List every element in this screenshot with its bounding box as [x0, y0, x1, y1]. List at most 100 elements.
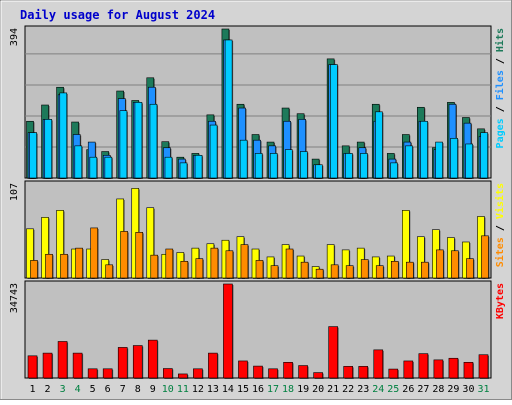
x-tick-label: 24: [372, 384, 384, 395]
bar-kbytes-day-31: [478, 354, 489, 379]
bar-pages-day-30: [465, 143, 473, 179]
bar-sites-day-28: [436, 249, 444, 279]
bar-visits-day-3: [56, 210, 64, 279]
bar-kbytes-day-19: [298, 365, 308, 379]
bar-pages-day-22: [345, 153, 353, 179]
bar-sites-day-3: [60, 253, 68, 279]
bar-visits-day-26: [402, 210, 410, 279]
bar-sites-day-17: [270, 265, 279, 279]
panel-legend: Sites / Visits: [494, 183, 506, 267]
bar-kbytes-day-20: [313, 372, 323, 379]
bar-pages-day-7: [119, 110, 128, 179]
x-tick-label: 14: [222, 384, 234, 395]
legend-entry: /: [495, 100, 506, 118]
bar-sites-day-2: [45, 253, 53, 279]
panel-background: [24, 280, 492, 379]
bar-kbytes-day-28: [433, 359, 444, 379]
legend-entry: Visits: [494, 183, 506, 219]
bar-visits-day-1: [26, 228, 34, 279]
panel-max-label: 34743: [9, 283, 20, 313]
bar-kbytes-day-6: [102, 368, 113, 379]
bar-sites-day-5: [90, 227, 98, 279]
bar-pages-day-11: [179, 162, 188, 179]
bar-sites-day-13: [210, 247, 219, 279]
legend-entry: Sites: [494, 237, 506, 267]
panels-group: 394 Pages / Files / Hits 107 Sites / Visits…: [9, 25, 506, 379]
legend-entry: KBytes: [495, 283, 506, 319]
x-tick-label: 9: [150, 384, 156, 395]
x-tick-label: 26: [402, 384, 414, 395]
bar-pages-day-5: [89, 156, 98, 179]
bar-sites-day-11: [180, 261, 189, 279]
bar-kbytes-day-8: [132, 345, 143, 379]
x-tick-label: 23: [357, 384, 369, 395]
bar-sites-day-27: [421, 261, 429, 279]
x-tick-label: 7: [120, 384, 126, 395]
panel-hits-files-pages: 394 Pages / Files / Hits: [9, 25, 506, 179]
bar-visits-day-21: [326, 244, 335, 279]
panel-kbytes: 34743 KBytes: [9, 280, 506, 379]
bar-pages-day-2: [44, 119, 53, 179]
x-tick-label: 15: [237, 384, 249, 395]
chart-title: Daily usage for August 2024: [20, 8, 215, 22]
legend-entry: Files: [494, 70, 506, 100]
bar-sites-day-22: [345, 265, 354, 279]
bar-sites-day-7: [120, 231, 128, 279]
bar-pages-day-18: [284, 149, 293, 179]
bar-kbytes-day-30: [463, 362, 474, 379]
x-tick-label: 10: [162, 384, 174, 395]
x-tick-label: 18: [282, 384, 294, 395]
bar-sites-day-16: [255, 260, 264, 279]
bar-kbytes-day-12: [193, 368, 203, 379]
bar-pages-day-13: [209, 124, 218, 179]
panel-legend: Pages / Files / Hits: [494, 28, 506, 148]
x-tick-label: 22: [342, 384, 354, 395]
bar-pages-day-17: [269, 153, 278, 179]
bar-kbytes-day-9: [147, 339, 158, 379]
x-tick-label: 2: [45, 384, 51, 395]
bar-kbytes-day-16: [253, 365, 263, 379]
x-tick-label: 17: [267, 384, 279, 395]
x-tick-label: 19: [297, 384, 309, 395]
bar-sites-day-18: [285, 248, 294, 279]
bar-pages-day-25: [390, 162, 398, 179]
bar-pages-day-23: [360, 153, 368, 179]
bar-sites-day-1: [30, 260, 38, 279]
bar-pages-day-24: [375, 111, 383, 179]
bar-kbytes-day-5: [87, 368, 98, 379]
bar-kbytes-day-2: [42, 352, 53, 379]
bar-sites-day-29: [451, 250, 459, 279]
bar-kbytes-day-17: [268, 368, 278, 379]
x-tick-label: 3: [60, 384, 66, 395]
legend-entry: /: [495, 219, 506, 237]
panel-max-label: 394: [9, 28, 20, 46]
bar-sites-day-10: [165, 248, 174, 279]
bar-kbytes-day-24: [373, 349, 384, 379]
bar-kbytes-day-26: [403, 360, 414, 379]
bar-pages-day-1: [29, 132, 38, 179]
x-tick-label: 29: [447, 384, 459, 395]
x-tick-label: 4: [75, 384, 81, 395]
bar-kbytes-day-3: [57, 341, 68, 379]
bar-visits-day-27: [417, 236, 425, 279]
bar-sites-day-9: [150, 254, 159, 279]
bar-sites-day-15: [240, 244, 249, 279]
x-tick-label: 31: [477, 384, 489, 395]
panel-visits-sites: 107 Sites / Visits: [9, 180, 506, 279]
bar-visits-day-22: [341, 249, 350, 279]
legend-entry: /: [495, 52, 506, 70]
bar-sites-day-26: [406, 261, 414, 279]
bar-pages-day-12: [194, 155, 203, 179]
bar-sites-day-6: [105, 264, 113, 279]
x-tick-label: 28: [432, 384, 444, 395]
bar-kbytes-day-11: [178, 373, 188, 379]
bar-pages-day-4: [74, 145, 83, 179]
bar-kbytes-day-21: [328, 326, 338, 379]
bar-sites-day-31: [481, 235, 489, 279]
legend-entry: Hits: [494, 28, 506, 52]
x-tick-label: 13: [207, 384, 219, 395]
bar-kbytes-day-23: [358, 366, 369, 379]
bar-sites-day-30: [466, 258, 474, 279]
bar-kbytes-day-1: [27, 355, 38, 379]
